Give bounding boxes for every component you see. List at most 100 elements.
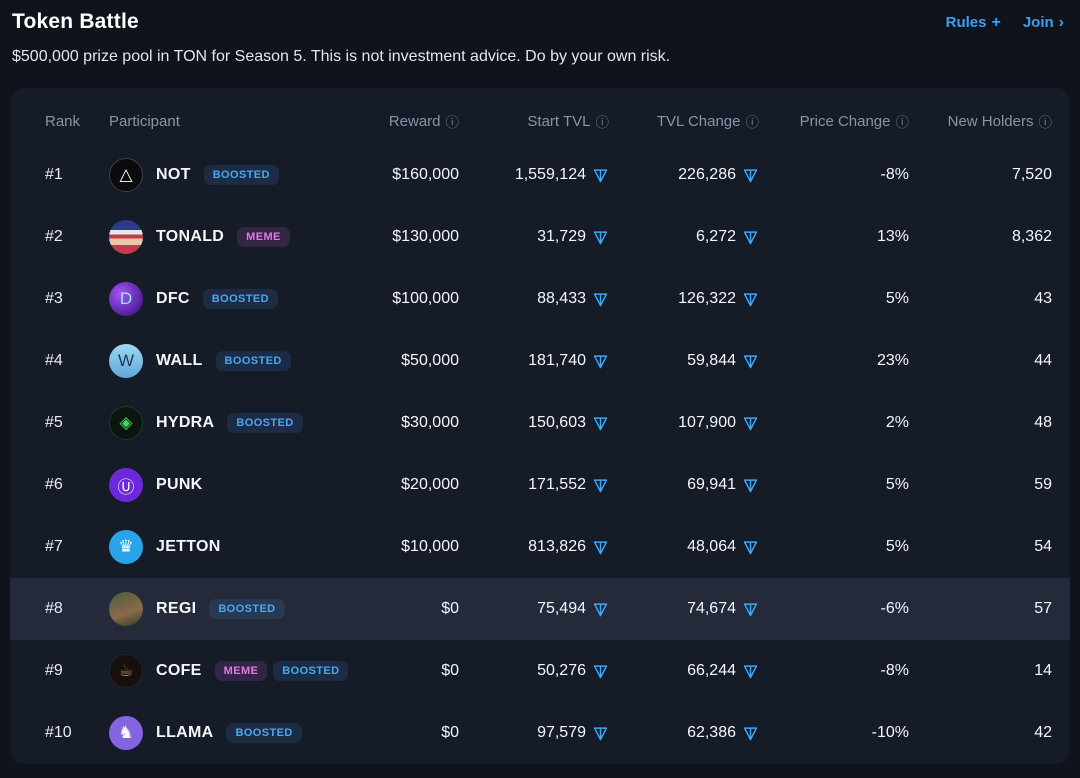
participant-cell: △ NOT BOOSTED xyxy=(109,158,351,192)
price-change-value: -6% xyxy=(880,600,909,617)
token-name: REGI xyxy=(156,600,197,617)
rank-label: #7 xyxy=(45,538,63,555)
token-avatar: ♛ xyxy=(109,530,143,564)
rank-label: #5 xyxy=(45,414,63,431)
badge-list: BOOSTED xyxy=(226,723,302,743)
tvl-change-value: 74,674 xyxy=(687,600,736,617)
rank-label: #3 xyxy=(45,290,63,307)
rank-label: #1 xyxy=(45,166,63,183)
start-tvl-cell: 171,552 xyxy=(459,476,609,494)
participant-cell: TONALD MEME xyxy=(109,220,351,254)
rank-label: #2 xyxy=(45,228,63,245)
tvl-change-cell: 59,844 xyxy=(609,352,759,370)
rules-link[interactable]: Rules + xyxy=(946,14,1001,31)
table-row[interactable]: #7 ♛ JETTON $10,000 813,826 48,064 5% 54 xyxy=(10,516,1070,578)
ton-diamond-icon xyxy=(593,540,608,554)
table-row[interactable]: #4 W WALL BOOSTED $50,000 181,740 59,844… xyxy=(10,330,1070,392)
start-tvl-cell: 181,740 xyxy=(459,352,609,370)
info-icon[interactable]: ⓘ xyxy=(445,115,460,130)
start-tvl-cell: 31,729 xyxy=(459,228,609,246)
price-change-value: 2% xyxy=(885,414,909,431)
info-icon[interactable]: ⓘ xyxy=(1038,115,1053,130)
tvl-change-cell: 74,674 xyxy=(609,600,759,618)
price-change-value: 23% xyxy=(876,352,909,369)
new-holders-value: 48 xyxy=(1034,414,1052,431)
col-reward: Reward ⓘ xyxy=(351,111,459,131)
ton-diamond-icon xyxy=(593,664,608,678)
start-tvl-value: 150,603 xyxy=(528,414,586,431)
table-row[interactable]: #5 ◈ HYDRA BOOSTED $30,000 150,603 107,9… xyxy=(10,392,1070,454)
start-tvl-value: 813,826 xyxy=(528,538,586,555)
new-holders-value: 59 xyxy=(1034,476,1052,493)
participant-cell: REGI BOOSTED xyxy=(109,592,351,626)
token-name: DFC xyxy=(156,290,190,307)
price-change-value: 5% xyxy=(885,290,909,307)
price-change-value: -8% xyxy=(880,166,909,183)
table-row[interactable]: #10 ♞ LLAMA BOOSTED $0 97,579 62,386 -10… xyxy=(10,702,1070,764)
start-tvl-value: 97,579 xyxy=(537,724,586,741)
badge-list: BOOSTED xyxy=(227,413,303,433)
price-change-value: -8% xyxy=(880,662,909,679)
table-row[interactable]: #1 △ NOT BOOSTED $160,000 1,559,124 226,… xyxy=(10,144,1070,206)
table-row[interactable]: #6 Ⓤ PUNK $20,000 171,552 69,941 5% 59 xyxy=(10,454,1070,516)
ton-diamond-icon xyxy=(743,540,758,554)
token-avatar: D xyxy=(109,282,143,316)
price-change-value: 5% xyxy=(885,538,909,555)
start-tvl-cell: 50,276 xyxy=(459,662,609,680)
tvl-change-value: 6,272 xyxy=(695,228,736,245)
ton-diamond-icon xyxy=(743,292,758,306)
tvl-change-cell: 226,286 xyxy=(609,166,759,184)
table-row[interactable]: #9 ☕ COFE MEME BOOSTED $0 50,276 66,244 -… xyxy=(10,640,1070,702)
start-tvl-value: 50,276 xyxy=(537,662,586,679)
join-label: Join xyxy=(1022,14,1054,31)
ton-diamond-icon xyxy=(743,664,758,678)
tvl-change-cell: 69,941 xyxy=(609,476,759,494)
ton-diamond-icon xyxy=(593,354,608,368)
ton-diamond-icon xyxy=(743,354,758,368)
info-icon[interactable]: ⓘ xyxy=(895,115,910,130)
badge-list: BOOSTED xyxy=(203,165,279,185)
table-row[interactable]: #8 REGI BOOSTED $0 75,494 74,674 -6% 57 xyxy=(10,578,1070,640)
start-tvl-value: 31,729 xyxy=(537,228,586,245)
token-name: LLAMA xyxy=(156,724,214,741)
rank-label: #6 xyxy=(45,476,63,493)
tvl-change-cell: 126,322 xyxy=(609,290,759,308)
chevron-right-icon: › xyxy=(1058,13,1064,31)
badge-boost: BOOSTED xyxy=(203,165,279,185)
ton-diamond-icon xyxy=(593,416,608,430)
table-header: Rank Participant Reward ⓘ Start TVL ⓘ TV… xyxy=(10,88,1070,144)
ton-diamond-icon xyxy=(743,230,758,244)
col-reward-label: Reward xyxy=(388,112,441,130)
token-name: TONALD xyxy=(156,228,225,245)
info-icon[interactable]: ⓘ xyxy=(595,115,610,130)
join-link[interactable]: Join › xyxy=(1023,14,1064,31)
col-price-change-label: Price Change xyxy=(799,112,891,130)
badge-list: BOOSTED xyxy=(215,351,291,371)
start-tvl-cell: 75,494 xyxy=(459,600,609,618)
ton-diamond-icon xyxy=(593,602,608,616)
tvl-change-value: 126,322 xyxy=(678,290,736,307)
table-row[interactable]: #3 D DFC BOOSTED $100,000 88,433 126,322… xyxy=(10,268,1070,330)
info-icon[interactable]: ⓘ xyxy=(745,115,760,130)
token-avatar: ☕ xyxy=(109,654,143,688)
rules-label: Rules xyxy=(945,14,987,31)
plus-icon: + xyxy=(991,13,1001,31)
token-avatar xyxy=(109,592,143,626)
tvl-change-cell: 107,900 xyxy=(609,414,759,432)
price-change-value: -10% xyxy=(871,724,909,741)
new-holders-value: 54 xyxy=(1034,538,1052,555)
reward-value: $160,000 xyxy=(392,166,459,183)
tvl-change-value: 62,386 xyxy=(687,724,736,741)
col-tvl-change: TVL Change ⓘ xyxy=(609,111,759,131)
table-row[interactable]: #2 TONALD MEME $130,000 31,729 6,272 13%… xyxy=(10,206,1070,268)
ton-diamond-icon xyxy=(593,168,608,182)
token-name: PUNK xyxy=(156,476,203,493)
start-tvl-value: 88,433 xyxy=(537,290,586,307)
start-tvl-cell: 88,433 xyxy=(459,290,609,308)
badge-boost: BOOSTED xyxy=(209,599,285,619)
tvl-change-cell: 6,272 xyxy=(609,228,759,246)
prize-pool-subtitle: $500,000 prize pool in TON for Season 5.… xyxy=(12,48,671,65)
col-start-tvl: Start TVL ⓘ xyxy=(459,111,609,131)
ton-diamond-icon xyxy=(593,726,608,740)
page-title: Token Battle xyxy=(12,10,139,33)
